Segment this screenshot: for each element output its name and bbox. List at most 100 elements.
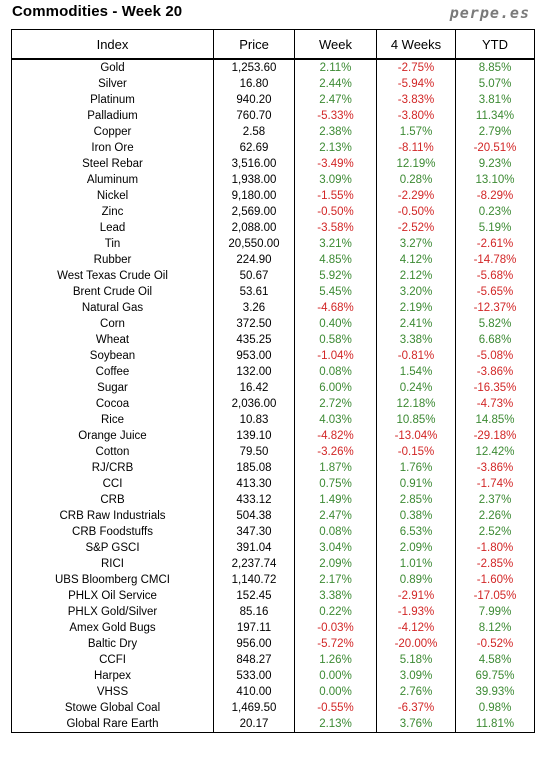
table-row: Global Rare Earth 20.17 2.13% 3.76% 11.81% [11, 716, 535, 733]
ytd-change-cell: -1.80% [455, 540, 535, 556]
index-cell: Cotton [11, 444, 214, 460]
index-cell: Cocoa [11, 396, 214, 412]
index-cell: Orange Juice [11, 428, 214, 444]
index-cell: RJ/CRB [11, 460, 214, 476]
table-row: Lead 2,088.00 -3.58% -2.52% 5.19% [11, 220, 535, 236]
week-change-cell: -0.55% [294, 700, 377, 716]
price-cell: 391.04 [213, 540, 295, 556]
four-week-change-cell: 2.12% [376, 268, 456, 284]
price-cell: 62.69 [213, 140, 295, 156]
four-week-change-cell: -2.91% [376, 588, 456, 604]
table-row: Copper 2.58 2.38% 1.57% 2.79% [11, 124, 535, 140]
index-cell: Iron Ore [11, 140, 214, 156]
table-row: RJ/CRB 185.08 1.87% 1.76% -3.86% [11, 460, 535, 476]
four-week-change-cell: 3.09% [376, 668, 456, 684]
page-title: Commodities - Week 20 [12, 3, 183, 20]
table-row: Sugar 16.42 6.00% 0.24% -16.35% [11, 380, 535, 396]
four-week-change-cell: 4.12% [376, 252, 456, 268]
week-change-cell: 2.47% [294, 508, 377, 524]
price-cell: 2,569.00 [213, 204, 295, 220]
week-change-cell: 2.44% [294, 76, 377, 92]
ytd-change-cell: -8.29% [455, 188, 535, 204]
week-change-cell: 3.21% [294, 236, 377, 252]
table-row: CRB 433.12 1.49% 2.85% 2.37% [11, 492, 535, 508]
ytd-change-cell: -17.05% [455, 588, 535, 604]
week-change-cell: 5.92% [294, 268, 377, 284]
table-row: Natural Gas 3.26 -4.68% 2.19% -12.37% [11, 300, 535, 316]
week-change-cell: 0.40% [294, 316, 377, 332]
index-cell: West Texas Crude Oil [11, 268, 214, 284]
table-row: Cotton 79.50 -3.26% -0.15% 12.42% [11, 444, 535, 460]
index-cell: Steel Rebar [11, 156, 214, 172]
four-week-change-cell: 3.20% [376, 284, 456, 300]
ytd-change-cell: 0.23% [455, 204, 535, 220]
week-change-cell: -5.72% [294, 636, 377, 652]
price-cell: 9,180.00 [213, 188, 295, 204]
week-change-cell: 5.45% [294, 284, 377, 300]
index-cell: CRB Foodstuffs [11, 524, 214, 540]
index-cell: VHSS [11, 684, 214, 700]
index-cell: Global Rare Earth [11, 716, 214, 733]
week-change-cell: -0.50% [294, 204, 377, 220]
week-change-cell: 2.72% [294, 396, 377, 412]
four-week-change-cell: 0.91% [376, 476, 456, 492]
four-week-change-cell: 2.19% [376, 300, 456, 316]
price-cell: 197.11 [213, 620, 295, 636]
index-cell: RICI [11, 556, 214, 572]
index-cell: Zinc [11, 204, 214, 220]
ytd-change-cell: 12.42% [455, 444, 535, 460]
four-week-change-cell: -20.00% [376, 636, 456, 652]
ytd-change-cell: 8.85% [455, 59, 535, 76]
ytd-change-cell: -5.68% [455, 268, 535, 284]
four-week-change-cell: -1.93% [376, 604, 456, 620]
four-week-change-cell: 1.57% [376, 124, 456, 140]
week-change-cell: -0.03% [294, 620, 377, 636]
price-cell: 533.00 [213, 668, 295, 684]
ytd-change-cell: 9.23% [455, 156, 535, 172]
four-week-change-cell: 5.18% [376, 652, 456, 668]
table-row: PHLX Gold/Silver 85.16 0.22% -1.93% 7.99% [11, 604, 535, 620]
ytd-change-cell: 2.52% [455, 524, 535, 540]
ytd-change-cell: 3.81% [455, 92, 535, 108]
index-cell: Wheat [11, 332, 214, 348]
week-change-cell: 2.11% [294, 59, 377, 76]
table-row: Orange Juice 139.10 -4.82% -13.04% -29.18% [11, 428, 535, 444]
four-week-change-cell: 2.41% [376, 316, 456, 332]
price-cell: 435.25 [213, 332, 295, 348]
price-cell: 956.00 [213, 636, 295, 652]
price-cell: 372.50 [213, 316, 295, 332]
index-cell: Lead [11, 220, 214, 236]
ytd-change-cell: 8.12% [455, 620, 535, 636]
ytd-change-cell: 0.98% [455, 700, 535, 716]
week-change-cell: -4.68% [294, 300, 377, 316]
week-change-cell: -1.55% [294, 188, 377, 204]
four-week-change-cell: -2.75% [376, 59, 456, 76]
table-row: Aluminum 1,938.00 3.09% 0.28% 13.10% [11, 172, 535, 188]
price-cell: 848.27 [213, 652, 295, 668]
four-week-change-cell: -0.15% [376, 444, 456, 460]
index-cell: S&P GSCI [11, 540, 214, 556]
week-change-cell: -5.33% [294, 108, 377, 124]
table-row: Steel Rebar 3,516.00 -3.49% 12.19% 9.23% [11, 156, 535, 172]
four-week-change-cell: 1.54% [376, 364, 456, 380]
table-row: Stowe Global Coal 1,469.50 -0.55% -6.37% 0.9… [11, 700, 535, 716]
index-cell: Palladium [11, 108, 214, 124]
price-cell: 3.26 [213, 300, 295, 316]
index-cell: Coffee [11, 364, 214, 380]
table-row: UBS Bloomberg CMCI 1,140.72 2.17% 0.89% -1.6… [11, 572, 535, 588]
week-change-cell: 1.49% [294, 492, 377, 508]
four-week-change-cell: -2.52% [376, 220, 456, 236]
four-week-change-cell: 2.09% [376, 540, 456, 556]
price-cell: 760.70 [213, 108, 295, 124]
four-week-change-cell: -0.81% [376, 348, 456, 364]
table-row: Rice 10.83 4.03% 10.85% 14.85% [11, 412, 535, 428]
table-row: Tin 20,550.00 3.21% 3.27% -2.61% [11, 236, 535, 252]
week-change-cell: -1.04% [294, 348, 377, 364]
ytd-change-cell: -3.86% [455, 460, 535, 476]
week-change-cell: 2.17% [294, 572, 377, 588]
four-week-change-cell: 12.19% [376, 156, 456, 172]
week-change-cell: 0.08% [294, 524, 377, 540]
week-change-cell: 4.03% [294, 412, 377, 428]
ytd-change-cell: 13.10% [455, 172, 535, 188]
index-cell: Aluminum [11, 172, 214, 188]
